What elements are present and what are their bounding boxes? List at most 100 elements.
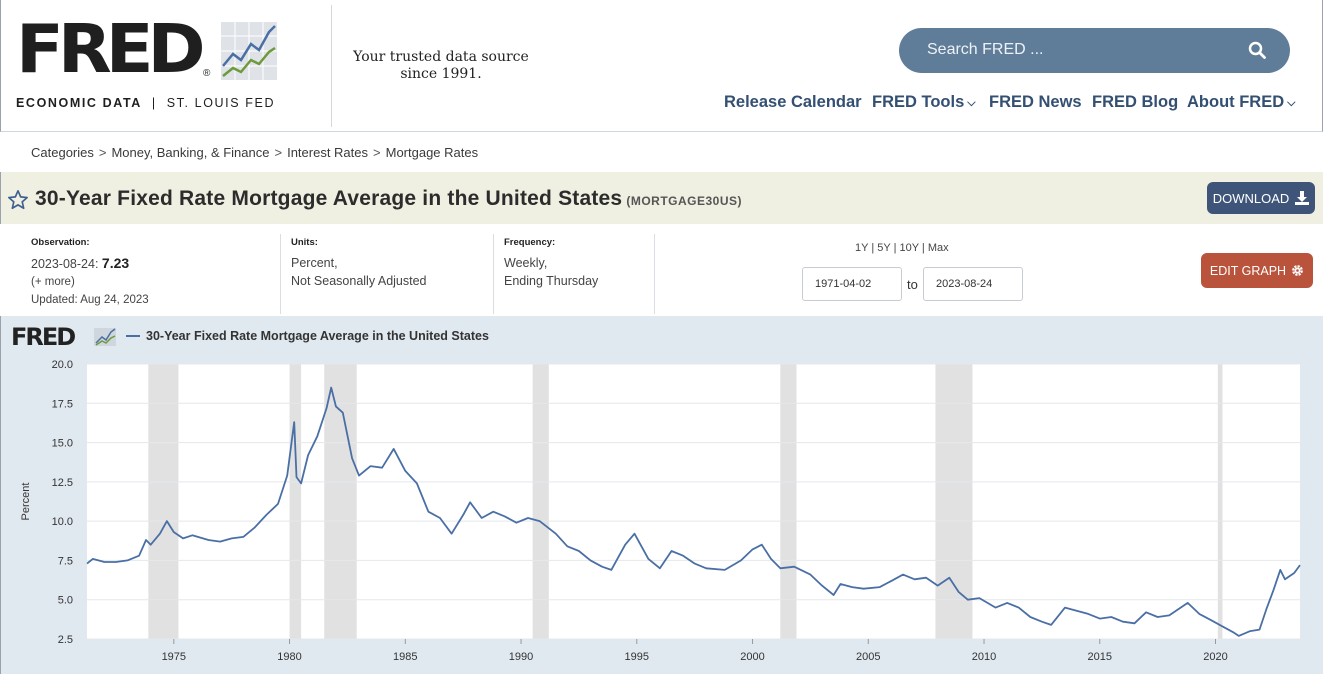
breadcrumb-item[interactable]: Interest Rates xyxy=(287,145,369,160)
x-tick-label: 2015 xyxy=(1088,651,1112,663)
chart-area: 2.5 5.0 7.5 10.0 12.5 15.0 17.5 20.0 1975 1980 198… xyxy=(0,316,1323,674)
search-bar xyxy=(899,28,1290,73)
y-tick-label: 5.0 xyxy=(58,595,73,607)
x-tick-label: 1980 xyxy=(277,651,301,663)
frequency-line2: Ending Thursday xyxy=(504,274,599,288)
recession-band xyxy=(148,364,179,639)
frequency-block: Frequency: Weekly, Ending Thursday xyxy=(504,234,598,290)
date-to-label: to xyxy=(907,277,918,292)
x-tick-label: 2020 xyxy=(1203,651,1227,663)
breadcrumb-separator: > xyxy=(98,145,107,160)
nav-fred-tools-label: FRED Tools xyxy=(872,93,965,111)
download-button[interactable]: DOWNLOAD xyxy=(1207,182,1315,214)
y-tick-label: 17.5 xyxy=(52,398,73,410)
meta-divider xyxy=(280,234,281,314)
nav-about-fred-label: About FRED xyxy=(1187,93,1285,111)
nav-release-calendar-label: Release Calendar xyxy=(724,93,862,111)
recession-band xyxy=(289,364,302,639)
header-divider xyxy=(331,5,332,127)
units-block: Units: Percent, Not Seasonally Adjusted xyxy=(291,234,427,290)
breadcrumb-separator: > xyxy=(274,145,283,160)
nav-about-fred[interactable]: About FRED ⌵ xyxy=(1187,93,1296,112)
download-icon xyxy=(1295,191,1310,205)
breadcrumb-item[interactable]: Mortgage Rates xyxy=(385,145,479,160)
tagline: Your trusted data source since 1991. xyxy=(346,49,536,83)
x-tick-label: 2005 xyxy=(856,651,880,663)
frequency-line1: Weekly, xyxy=(504,256,548,270)
y-tick-label: 20.0 xyxy=(52,359,73,371)
y-tick-label: 7.5 xyxy=(58,555,73,567)
units-line2: Not Seasonally Adjusted xyxy=(291,274,427,288)
y-tick-label: 12.5 xyxy=(52,477,73,489)
recession-band xyxy=(780,364,797,639)
nav-fred-news[interactable]: FRED News xyxy=(989,93,1082,112)
recession-band xyxy=(1217,364,1223,639)
range-5y[interactable]: 5Y xyxy=(877,242,891,254)
x-tick-label: 1995 xyxy=(625,651,649,663)
logo-chart-icon xyxy=(221,22,277,80)
nav-release-calendar[interactable]: Release Calendar xyxy=(724,93,862,112)
series-title-text: 30-Year Fixed Rate Mortgage Average in t… xyxy=(35,187,623,210)
tagline-line1: Your trusted data source xyxy=(353,49,529,65)
breadcrumb-item[interactable]: Money, Banking, & Finance xyxy=(111,145,270,160)
chart-logo-icon-line2 xyxy=(95,335,116,346)
x-tick-label: 2010 xyxy=(972,651,996,663)
series-id: (MORTGAGE30US) xyxy=(626,194,743,208)
range-1y[interactable]: 1Y xyxy=(855,242,869,254)
x-tick-label: 1985 xyxy=(393,651,417,663)
range-max[interactable]: Max xyxy=(927,242,949,254)
units-label: Units: xyxy=(291,237,318,248)
edit-graph-label: EDIT GRAPH xyxy=(1209,263,1287,278)
registered-mark: ® xyxy=(203,68,211,79)
recession-band xyxy=(324,364,357,639)
legend-label: 30-Year Fixed Rate Mortgage Average in t… xyxy=(146,329,489,343)
nav-fred-blog-label: FRED Blog xyxy=(1092,93,1179,111)
nav-fred-tools[interactable]: FRED Tools ⌵ xyxy=(872,93,976,112)
end-date-input[interactable]: 2023-08-24 xyxy=(923,267,1023,301)
search-icon[interactable] xyxy=(1248,41,1266,59)
x-tick-label: 2000 xyxy=(740,651,764,663)
breadcrumb-item[interactable]: Categories xyxy=(31,145,94,160)
units-line1: Percent, xyxy=(291,256,338,270)
meta-divider xyxy=(654,234,655,314)
download-label: DOWNLOAD xyxy=(1212,190,1290,206)
tagline-line2: since 1991. xyxy=(400,66,482,82)
observation-date: 2023-08-24: xyxy=(31,257,99,271)
observation-block: Observation: 2023-08-24: 7.23 (+ more) U… xyxy=(31,234,149,309)
logo-economic-data: ECONOMIC DATA xyxy=(16,96,142,110)
series-line xyxy=(86,386,1301,637)
range-10y[interactable]: 10Y xyxy=(899,242,919,254)
start-date-input[interactable]: 1971-04-02 xyxy=(802,267,902,301)
logo-subtitle: ECONOMIC DATA | ST. LOUIS FED xyxy=(16,96,275,110)
search-input[interactable] xyxy=(927,39,1227,61)
breadcrumb-separator: > xyxy=(373,145,381,160)
plot-background xyxy=(87,364,1300,639)
breadcrumb: Categories > Money, Banking, & Finance > Int… xyxy=(31,145,478,160)
y-tick-label: 15.0 xyxy=(52,438,73,450)
observation-line: 2023-08-24: 7.23 xyxy=(31,254,149,273)
line-chart[interactable]: 2.5 5.0 7.5 10.0 12.5 15.0 17.5 20.0 1975 1980 198… xyxy=(1,316,1321,674)
y-tick-label: 10.0 xyxy=(52,516,73,528)
chart-fred-logo: FRED xyxy=(11,323,75,351)
more-link[interactable]: (+ more) xyxy=(31,276,75,288)
edit-graph-button[interactable]: EDIT GRAPH xyxy=(1201,253,1313,288)
x-tick-label: 1975 xyxy=(162,651,186,663)
recession-band xyxy=(532,364,549,639)
fred-logo[interactable]: FRED xyxy=(16,10,206,88)
range-selector: 1Y | 5Y | 10Y | Max xyxy=(855,242,949,254)
y-tick-label: 2.5 xyxy=(58,634,73,646)
logo-separator: | xyxy=(151,96,157,110)
chart-logo-icon-line xyxy=(95,328,116,344)
gear-icon xyxy=(1292,265,1303,276)
site-header: FRED ® ECONOMIC DATA | ST. LOUIS FED Your … xyxy=(0,0,1323,132)
series-title-bar: 30-Year Fixed Rate Mortgage Average in t… xyxy=(0,172,1323,224)
nav-fred-blog[interactable]: FRED Blog xyxy=(1092,93,1178,112)
recession-band xyxy=(935,364,973,639)
chevron-down-icon: ⌵ xyxy=(1287,97,1296,109)
frequency-label: Frequency: xyxy=(504,237,556,248)
star-icon[interactable] xyxy=(7,189,29,211)
x-tick-label: 1990 xyxy=(509,651,533,663)
meta-divider xyxy=(493,234,494,314)
observation-value: 7.23 xyxy=(101,255,130,271)
updated-date: Updated: Aug 24, 2023 xyxy=(31,294,149,306)
